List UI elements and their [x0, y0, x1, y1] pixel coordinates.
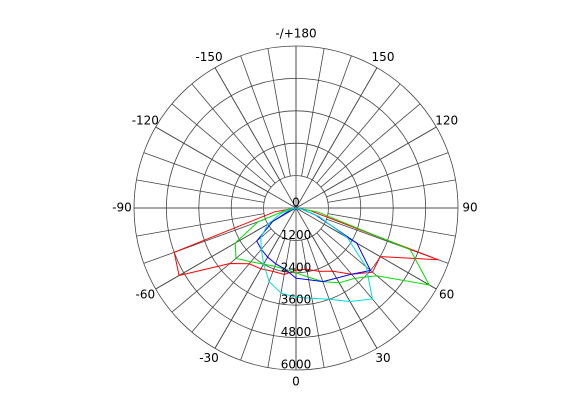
- angle-grid-line: [295, 207, 437, 290]
- angle-tick-label: -60: [136, 288, 156, 302]
- angle-tick-label: 0: [292, 375, 300, 389]
- series-line: [234, 207, 431, 286]
- series-line: [256, 207, 372, 283]
- angle-tick-label: 90: [462, 201, 477, 215]
- angle-tick-label: 60: [439, 288, 454, 302]
- angle-tick-label: -120: [132, 114, 159, 128]
- angle-grid-line: [155, 126, 297, 209]
- angle-tick-label: 150: [372, 50, 395, 64]
- angle-tick-label: 30: [375, 351, 390, 365]
- radial-tick-label: 0: [292, 196, 300, 210]
- radial-tick-label: 1200: [281, 228, 312, 242]
- angle-grid-line: [295, 126, 437, 209]
- angle-grid-line: [295, 67, 378, 209]
- radial-tick-label: 4800: [281, 325, 312, 339]
- angle-tick-label: -150: [195, 50, 222, 64]
- angle-tick-label: -/+180: [275, 27, 316, 41]
- radial-tick-label: 3600: [281, 293, 312, 307]
- radial-tick-label: 6000: [281, 358, 312, 372]
- series-line: [173, 207, 439, 277]
- angle-tick-label: -90: [112, 201, 132, 215]
- radial-tick-label: 2400: [281, 260, 312, 274]
- angle-tick-label: -30: [199, 351, 219, 365]
- angle-grid-line: [214, 67, 297, 209]
- series-line: [260, 207, 373, 303]
- angle-grid-line: [214, 207, 297, 349]
- angle-tick-label: 120: [435, 114, 458, 128]
